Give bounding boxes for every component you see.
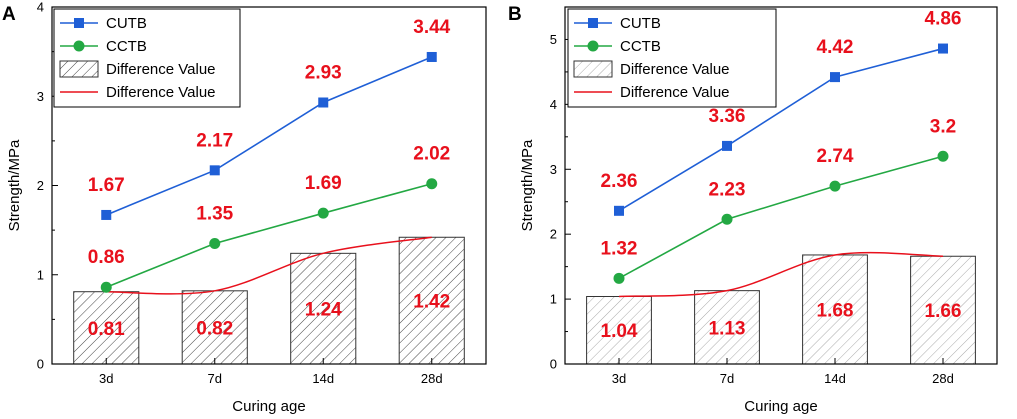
data-label: 1.69 — [305, 173, 342, 194]
y-tick-label: 0 — [37, 357, 44, 372]
data-label: 3.44 — [413, 17, 450, 38]
difference-bar — [802, 254, 868, 365]
difference-line — [106, 236, 432, 295]
panel-a: A 1.67 2.17 2.93 3.44 0.86 1.35 1.69 2.02 0.81 0.… — [2, 0, 487, 415]
data-point — [426, 178, 438, 190]
legend-marker — [73, 40, 85, 52]
data-point — [721, 213, 733, 225]
difference-bar — [694, 290, 760, 365]
data-label: 1.66 — [925, 301, 962, 322]
data-point — [937, 150, 949, 162]
data-label: 1.42 — [413, 292, 450, 313]
legend-box — [567, 8, 777, 108]
data-label: 1.04 — [601, 321, 638, 342]
y-tick-label: 2 — [550, 227, 557, 242]
data-label: 2.36 — [601, 171, 638, 192]
x-tick-label: 7d — [208, 371, 222, 386]
legend-label: Difference Value — [106, 61, 216, 78]
series-line-cctb — [105, 182, 432, 288]
data-label: 3.2 — [930, 116, 956, 137]
difference-bar — [73, 291, 140, 365]
y-tick-label: 0 — [550, 357, 557, 372]
data-point — [830, 72, 840, 83]
panel-b: B 2.36 3.36 4.42 4.86 1.32 2.23 2.74 3.2 1.04 1.1… — [508, 4, 998, 415]
legend-box — [53, 8, 241, 108]
y-axis-title: Strength/MPa — [519, 139, 536, 231]
x-tick-label: 3d — [99, 371, 113, 386]
data-label: 3.36 — [709, 106, 746, 127]
legend-label: CUTB — [620, 15, 661, 32]
difference-line — [618, 251, 944, 298]
data-label: 1.35 — [196, 204, 233, 225]
x-axis-title: Curing age — [232, 398, 305, 415]
y-tick-label: 2 — [37, 178, 44, 193]
panel-letter-a: A — [2, 4, 16, 25]
x-tick-label: 14d — [312, 371, 334, 386]
data-point — [317, 207, 329, 219]
data-label: 2.23 — [709, 179, 746, 200]
data-label: 2.93 — [305, 62, 342, 83]
legend-label: Difference Value — [620, 84, 730, 101]
data-label: 0.81 — [88, 319, 125, 340]
y-tick-label: 4 — [37, 0, 44, 15]
data-label: 2.74 — [817, 146, 854, 167]
data-point — [101, 209, 112, 220]
data-point — [318, 97, 329, 108]
x-tick-label: 7d — [720, 371, 734, 386]
data-label: 1.24 — [305, 300, 342, 321]
data-point — [209, 165, 220, 176]
plot-frame — [564, 6, 998, 365]
legend-label: CCTB — [620, 38, 661, 55]
x-tick-label: 3d — [612, 371, 626, 386]
y-tick-label: 3 — [550, 162, 557, 177]
x-tick-label: 14d — [824, 371, 846, 386]
y-tick-label: 5 — [550, 32, 557, 47]
legend-label: CCTB — [106, 38, 147, 55]
difference-bar — [910, 255, 976, 365]
data-label: 2.02 — [413, 144, 450, 165]
x-tick-label: 28d — [932, 371, 954, 386]
data-point — [938, 43, 948, 54]
data-point — [100, 281, 112, 293]
data-label: 1.13 — [709, 318, 746, 339]
legend-marker — [587, 40, 599, 52]
legend-label: Difference Value — [620, 61, 730, 78]
legend-marker — [588, 18, 598, 28]
data-label: 1.68 — [817, 300, 854, 321]
panel-letter-b: B — [508, 4, 522, 25]
legend-marker — [74, 18, 84, 28]
legend-label: Difference Value — [106, 84, 216, 101]
data-label: 2.17 — [196, 130, 233, 151]
y-tick-label: 1 — [550, 292, 557, 307]
difference-bar — [586, 295, 652, 365]
data-point — [829, 180, 841, 192]
data-label: 1.67 — [88, 175, 125, 196]
y-tick-label: 4 — [550, 97, 557, 112]
data-label: 1.32 — [601, 238, 638, 259]
data-point — [722, 140, 732, 151]
y-tick-label: 1 — [37, 267, 44, 282]
x-axis-title: Curing age — [744, 398, 817, 415]
y-axis-title: Strength/MPa — [6, 139, 23, 231]
data-point — [426, 51, 437, 62]
data-label: 0.86 — [88, 247, 125, 268]
legend-swatch — [573, 60, 613, 78]
difference-bar — [181, 290, 248, 365]
data-point — [209, 238, 221, 250]
data-label: 0.82 — [196, 318, 233, 339]
legend-label: CUTB — [106, 15, 147, 32]
data-point — [614, 205, 624, 216]
series-line-cutb — [105, 56, 433, 216]
x-tick-label: 28d — [421, 371, 443, 386]
y-tick-label: 3 — [37, 89, 44, 104]
series-line-cctb — [618, 155, 944, 280]
series-line-cutb — [618, 47, 944, 212]
data-label: 4.86 — [925, 9, 962, 30]
data-point — [613, 272, 625, 284]
legend-swatch — [59, 60, 99, 78]
difference-bar — [398, 236, 465, 365]
data-label: 4.42 — [817, 37, 854, 58]
